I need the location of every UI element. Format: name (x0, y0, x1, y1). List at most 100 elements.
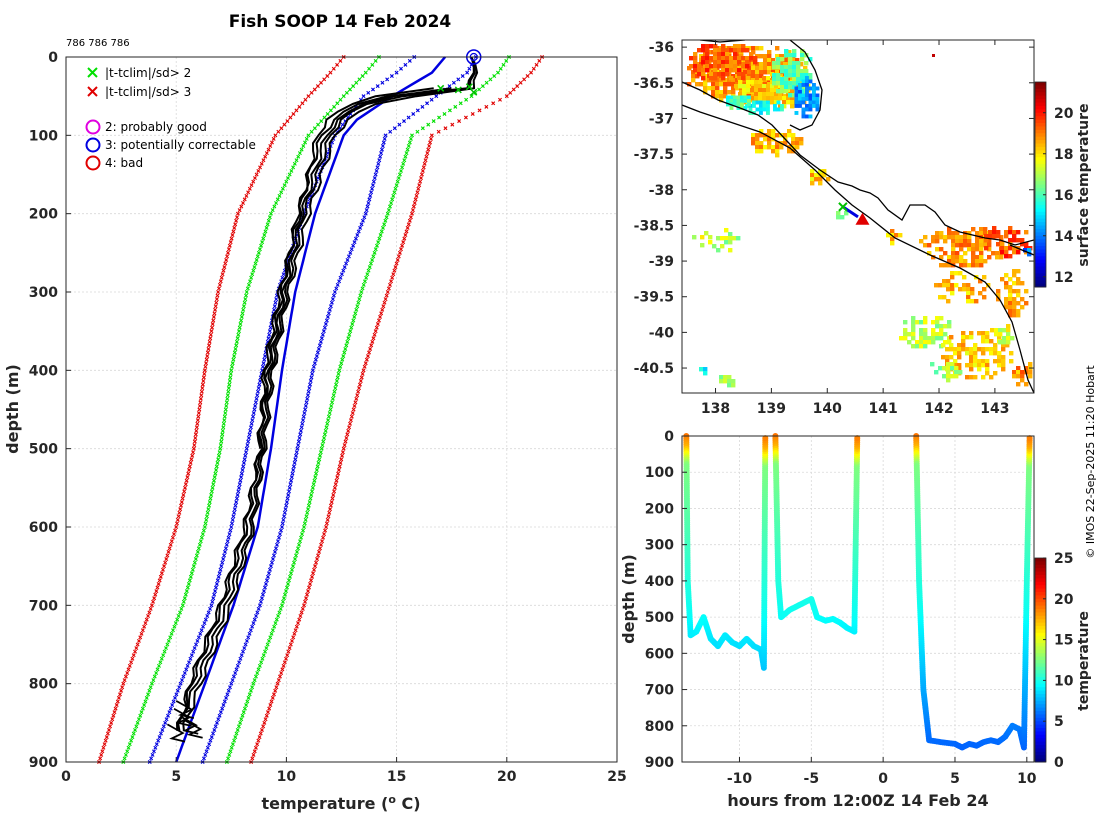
profile-point (360, 286, 365, 291)
sst-cell (776, 107, 781, 112)
sst-cell (751, 141, 756, 146)
profile-point (187, 468, 192, 473)
profile-point (328, 507, 333, 512)
sst-cell (711, 94, 716, 99)
profile-point (286, 649, 291, 654)
sst-cell (788, 85, 793, 90)
profile-ytick-label: 700 (29, 598, 58, 614)
sst-cell (1016, 238, 1021, 243)
profile-point (251, 752, 256, 757)
sst-cell (775, 70, 780, 75)
profile-point (222, 553, 227, 558)
profile-point (320, 539, 325, 544)
profile-point (317, 457, 322, 462)
profile-point (382, 300, 387, 305)
sst-cell (957, 343, 962, 348)
sst-cell (947, 259, 952, 264)
profile-point (239, 653, 244, 658)
profile-point (355, 304, 360, 309)
sst-cell (780, 104, 784, 108)
profile-point (184, 478, 189, 483)
sst-cell (997, 351, 1002, 356)
profile-point (264, 713, 269, 718)
sst-cell (759, 104, 763, 108)
sst-cell (989, 351, 994, 356)
sst-cell (1008, 305, 1013, 310)
sst-cell (894, 233, 899, 238)
sst-cell (996, 293, 1001, 298)
sst-cell (938, 295, 943, 300)
sst-cell (973, 355, 978, 360)
profile-point (456, 77, 461, 82)
profile-point (363, 361, 368, 366)
sst-cell (775, 133, 780, 138)
profile-point (253, 745, 258, 750)
map-colorbar-segment (1035, 211, 1046, 216)
sst-cell (955, 259, 960, 264)
sst-cell (953, 363, 958, 368)
map-colorbar-tick-label: 14 (1054, 229, 1074, 245)
profile-point (246, 282, 251, 287)
sst-cell (731, 383, 736, 388)
profile-point (220, 706, 225, 711)
sst-cell (751, 137, 756, 142)
sst-cell (931, 235, 936, 240)
sst-cell (947, 263, 952, 268)
sst-cell (967, 231, 972, 236)
sst-cell (978, 279, 983, 284)
sst-cell (791, 141, 796, 146)
profile-point (423, 158, 428, 163)
map-colorbar-segment (1035, 259, 1046, 264)
dt-xtick-label: -10 (727, 771, 753, 787)
dt-colorbar-segment (1035, 748, 1046, 753)
sst-cell (1012, 374, 1017, 379)
profile-point (340, 122, 345, 127)
sst-cell (1012, 234, 1017, 239)
profile-point (289, 168, 294, 173)
profile-point (230, 742, 235, 747)
profile-point (369, 190, 374, 195)
profile-point (211, 596, 216, 601)
sst-cell (971, 259, 976, 264)
profile-point (355, 393, 360, 398)
profile-point (282, 514, 287, 519)
sst-cell (805, 76, 809, 80)
sst-cell (927, 340, 932, 345)
sst-cell (738, 92, 743, 97)
profile-point (286, 492, 291, 497)
profile-point (342, 443, 347, 448)
profile-point (251, 621, 256, 626)
sst-cell (950, 366, 955, 371)
sst-cell (771, 149, 776, 154)
profile-point (327, 510, 332, 515)
profile-point (127, 742, 132, 747)
profile-point (207, 503, 212, 508)
sst-cell (724, 240, 729, 245)
sst-cell (766, 96, 771, 101)
sst-cell (746, 76, 751, 81)
profile-point (226, 535, 231, 540)
sst-cell (726, 102, 730, 107)
profile-point (386, 286, 391, 291)
profile-point (294, 108, 299, 113)
profile-point (314, 468, 319, 473)
sst-cell (776, 73, 781, 78)
sst-cell (998, 328, 1003, 333)
sst-cell (800, 85, 805, 90)
profile-point (358, 225, 363, 230)
sst-cell (1024, 289, 1029, 294)
profile-point (289, 478, 294, 483)
profile-point (202, 371, 207, 376)
dt-colorbar-segment (1035, 731, 1046, 736)
profile-point (133, 727, 138, 732)
profile-point (282, 122, 287, 127)
profile-point (111, 713, 116, 718)
sst-cell (780, 107, 784, 112)
dt-colorbar-segment (1035, 564, 1046, 569)
profile-point (249, 275, 254, 280)
profile-point (239, 318, 244, 323)
profile-point (308, 496, 313, 501)
sst-cell (943, 235, 948, 240)
sst-cell (784, 69, 789, 74)
profile-point (148, 685, 153, 690)
